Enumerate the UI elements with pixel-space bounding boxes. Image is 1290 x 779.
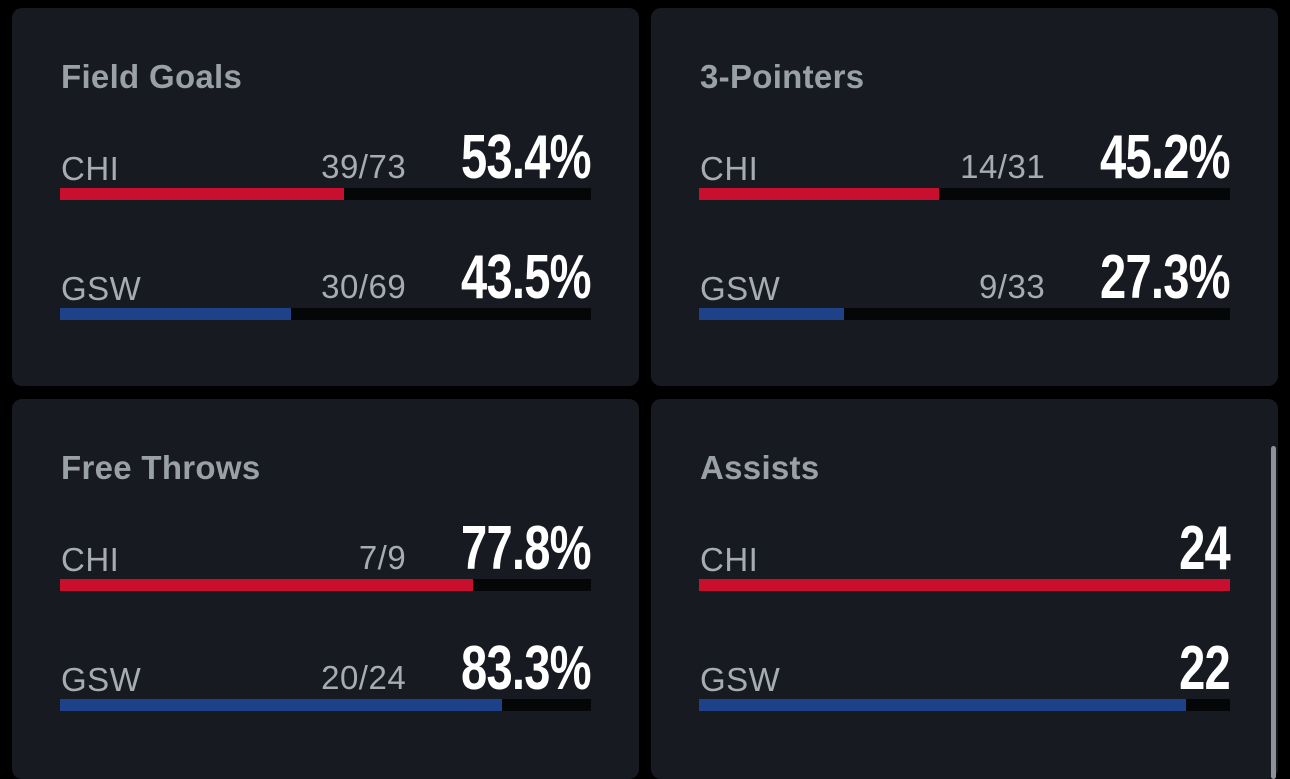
team-abbreviation: GSW xyxy=(700,270,781,307)
team-abbreviation: GSW xyxy=(61,661,142,698)
stat-values: 39/73 53.4% xyxy=(321,118,592,192)
made-attempted: 7/9 xyxy=(358,539,407,576)
team-stat-row-gsw: GSW 9/33 27.3% xyxy=(699,238,1231,320)
team-stats-grid: Field Goals CHI 39/73 53.4% GSW 30/69 43… xyxy=(12,8,1278,779)
stat-bar-fill xyxy=(699,699,1186,711)
stat-bar-fill xyxy=(699,579,1230,591)
made-attempted: 30/69 xyxy=(321,268,407,305)
team-stat-row-chi: CHI 14/31 45.2% xyxy=(699,118,1231,200)
made-attempted: 39/73 xyxy=(321,148,407,185)
team-stat-row-chi: CHI 7/9 77.8% xyxy=(60,509,592,591)
team-stat-row-chi: CHI 24 xyxy=(699,509,1231,591)
stat-values: 7/9 77.8% xyxy=(358,509,592,583)
stat-bar-fill xyxy=(60,699,503,711)
stat-bar-track xyxy=(60,308,591,320)
stat-card-free-throws: Free Throws CHI 7/9 77.8% GSW 20/24 83.3… xyxy=(12,399,639,779)
stat-percentage: 45.2% xyxy=(1100,123,1231,192)
stat-total: 24 xyxy=(1179,514,1231,583)
stat-values: 30/69 43.5% xyxy=(321,238,592,312)
stat-bar-track xyxy=(699,699,1230,711)
made-attempted: 20/24 xyxy=(321,659,407,696)
stat-bar-fill xyxy=(60,579,474,591)
stat-values: 20/24 83.3% xyxy=(321,629,592,703)
stat-values: 9/33 27.3% xyxy=(978,238,1231,312)
stat-bar-track xyxy=(699,579,1230,591)
stat-values: 24 xyxy=(1163,509,1231,583)
stat-card-assists: Assists CHI 24 GSW 22 xyxy=(651,399,1278,779)
stat-bar-fill xyxy=(699,188,939,200)
stat-percentage: 83.3% xyxy=(461,634,592,703)
stat-card-3-pointers: 3-Pointers CHI 14/31 45.2% GSW 9/33 27.3… xyxy=(651,8,1278,386)
stat-bar-track xyxy=(60,699,591,711)
stat-bar-track xyxy=(699,308,1230,320)
team-abbreviation: CHI xyxy=(700,150,759,187)
stat-percentage: 53.4% xyxy=(461,123,592,192)
made-attempted: 14/31 xyxy=(960,148,1046,185)
stat-card-field-goals: Field Goals CHI 39/73 53.4% GSW 30/69 43… xyxy=(12,8,639,386)
vertical-scrollbar[interactable] xyxy=(1271,446,1276,779)
team-stat-row-gsw: GSW 20/24 83.3% xyxy=(60,629,592,711)
stat-percentage: 77.8% xyxy=(461,514,592,583)
stat-bar-fill xyxy=(60,308,291,320)
stat-values: 22 xyxy=(1163,629,1231,703)
team-abbreviation: GSW xyxy=(700,661,781,698)
team-stat-row-gsw: GSW 22 xyxy=(699,629,1231,711)
stat-bar-track xyxy=(60,579,591,591)
stat-bar-track xyxy=(60,188,591,200)
stat-card-title: Assists xyxy=(700,449,820,486)
stat-card-title: 3-Pointers xyxy=(700,58,865,95)
stat-percentage: 27.3% xyxy=(1100,243,1231,312)
stat-bar-fill xyxy=(699,308,844,320)
stat-bar-track xyxy=(699,188,1230,200)
stat-values: 14/31 45.2% xyxy=(960,118,1231,192)
stat-card-title: Free Throws xyxy=(61,449,261,486)
team-abbreviation: CHI xyxy=(61,541,120,578)
team-stat-row-chi: CHI 39/73 53.4% xyxy=(60,118,592,200)
team-stat-row-gsw: GSW 30/69 43.5% xyxy=(60,238,592,320)
team-abbreviation: GSW xyxy=(61,270,142,307)
stat-total: 22 xyxy=(1179,634,1231,703)
made-attempted: 9/33 xyxy=(978,268,1046,305)
team-abbreviation: CHI xyxy=(61,150,120,187)
stat-percentage: 43.5% xyxy=(461,243,592,312)
stat-card-title: Field Goals xyxy=(61,58,243,95)
team-abbreviation: CHI xyxy=(700,541,759,578)
stat-bar-fill xyxy=(60,188,344,200)
